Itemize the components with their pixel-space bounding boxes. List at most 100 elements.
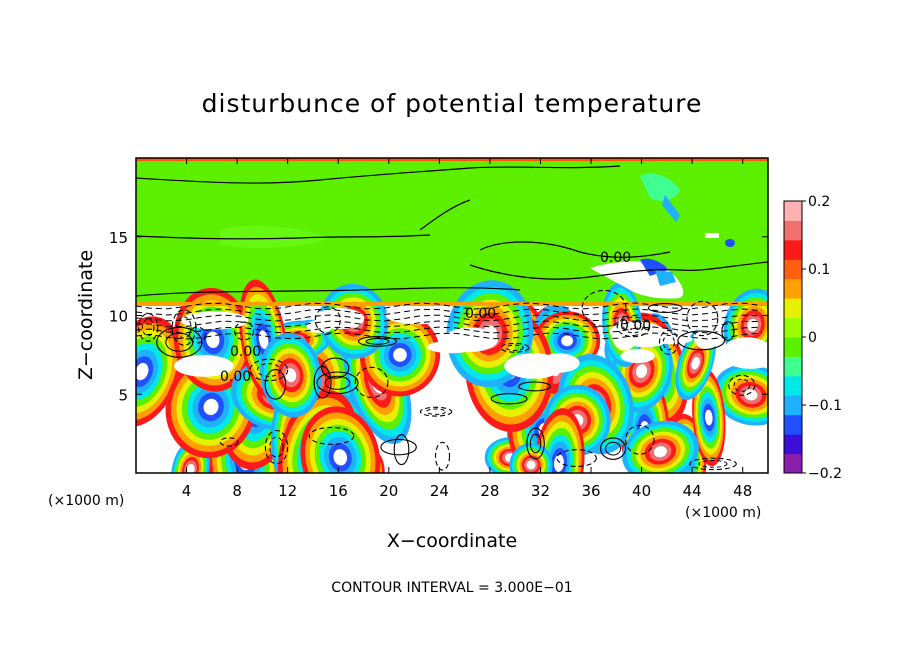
contour-line: [324, 375, 351, 390]
contour-lines: 0.00 0.00 0.00 0.00 0.00: [136, 165, 768, 471]
contour-line: [136, 302, 763, 310]
contour-line: [605, 441, 622, 456]
contour-line: [380, 438, 417, 456]
x-tick-label: 28: [480, 482, 499, 500]
contour-value-label: 0.00: [220, 369, 251, 385]
x-axis-unit-left: (×1000 m): [48, 493, 124, 509]
contour-line: [529, 433, 542, 454]
colorbar-swatch: [784, 375, 802, 396]
x-axis-label: X−coordinate: [387, 530, 517, 552]
colorbar-swatch: [784, 298, 802, 319]
contour-line: [249, 358, 289, 382]
contour-line: [136, 308, 763, 316]
contour-line: [419, 406, 453, 417]
contour-line: [625, 424, 655, 455]
contour-line: [728, 374, 756, 396]
contour-line: [165, 332, 194, 352]
colorbar-tick-label: 0.2: [808, 194, 830, 210]
contour-line: [138, 313, 159, 342]
contour-line: [698, 460, 728, 468]
contour-line: [662, 334, 675, 351]
contour-line: [234, 321, 255, 341]
colorbar-swatch: [784, 356, 802, 377]
white-core: [180, 311, 249, 330]
z-tick-label: 5: [118, 386, 128, 404]
x-axis: 4 8 12 16 20 24 28 32 36 40 44 48: [182, 158, 752, 500]
x-tick-label: 24: [430, 482, 449, 500]
x-tick-label: 48: [733, 482, 752, 500]
contour-line: [171, 309, 197, 346]
colorbar-tick-label: −0.2: [808, 466, 842, 482]
colorbar-swatch: [784, 434, 802, 455]
contour-value-label: 0.00: [230, 344, 261, 360]
colorbar-swatch: [784, 201, 802, 221]
white-core: [620, 349, 655, 363]
colorbar-swatch: [784, 453, 802, 474]
contour-line: [500, 342, 530, 353]
contour-line: [136, 234, 431, 240]
colorbar-tick-label: −0.1: [808, 398, 842, 414]
contour-line: [256, 363, 281, 377]
x-tick-label: 12: [278, 482, 297, 500]
x-axis-unit-right: (×1000 m): [685, 505, 761, 521]
plot-area: 0.00 0.00 0.00 0.00 0.00: [136, 158, 768, 473]
colorbar-tick-label: 0.1: [808, 262, 830, 278]
white-core: [504, 353, 563, 379]
contour-value-label: 0.00: [465, 306, 496, 322]
contour-line: [136, 320, 763, 328]
turbulent-cell: [533, 408, 585, 473]
contour-line: [469, 261, 768, 280]
contour-line: [689, 457, 737, 471]
colorbar-swatch: [784, 278, 802, 299]
colorbar-swatch: [784, 317, 802, 338]
contour-line: [136, 314, 763, 322]
contour-line: [136, 326, 763, 334]
contour-line: [176, 316, 192, 339]
contour-line: [313, 365, 332, 399]
contour-line: [526, 427, 545, 460]
x-tick-label: 44: [683, 482, 702, 500]
contour-line: [658, 329, 679, 355]
x-tick-label: 36: [581, 482, 600, 500]
white-core: [174, 355, 234, 377]
contour-value-label: 0.00: [600, 250, 631, 266]
contour-line: [264, 369, 287, 400]
contour-line: [479, 241, 671, 258]
colorbar-tick-label: 0: [808, 330, 817, 346]
colorbar-swatch: [784, 239, 802, 260]
contour-line: [733, 378, 751, 392]
contour-line: [219, 437, 239, 447]
x-tick-label: 16: [329, 482, 348, 500]
turbulent-cell: [692, 368, 726, 467]
colorbar-swatch: [784, 395, 802, 416]
turbulent-cell: [260, 333, 322, 418]
lower-turbulent-field: [136, 279, 768, 473]
contour-line: [518, 381, 552, 392]
contour-line: [600, 437, 627, 460]
x-tick-label: 8: [232, 482, 242, 500]
contour-line: [141, 318, 155, 337]
colorbar-swatch: [784, 220, 802, 241]
contour-line: [264, 429, 289, 465]
turbulent-cell: [136, 316, 182, 427]
contour-line: [156, 326, 203, 358]
colorbar-swatch: [784, 414, 802, 435]
contour-line: [426, 408, 446, 415]
x-tick-label: 4: [182, 482, 192, 500]
x-tick-label: 40: [632, 482, 651, 500]
contour-line: [616, 316, 651, 338]
x-tick-label: 20: [379, 482, 398, 500]
colorbar: 0.2 0.1 0 −0.1 −0.2: [783, 194, 842, 482]
z-axis: 5 10 15: [109, 229, 768, 404]
contour-line: [136, 287, 521, 297]
contour-line: [321, 357, 350, 379]
contour-line: [365, 338, 390, 345]
contour-line: [308, 426, 355, 445]
contour-line: [505, 344, 524, 351]
contour-line: [623, 320, 644, 334]
contour-line: [136, 332, 763, 340]
white-core: [385, 305, 451, 325]
contour-line: [581, 289, 627, 327]
z-tick-label: 10: [109, 308, 128, 326]
